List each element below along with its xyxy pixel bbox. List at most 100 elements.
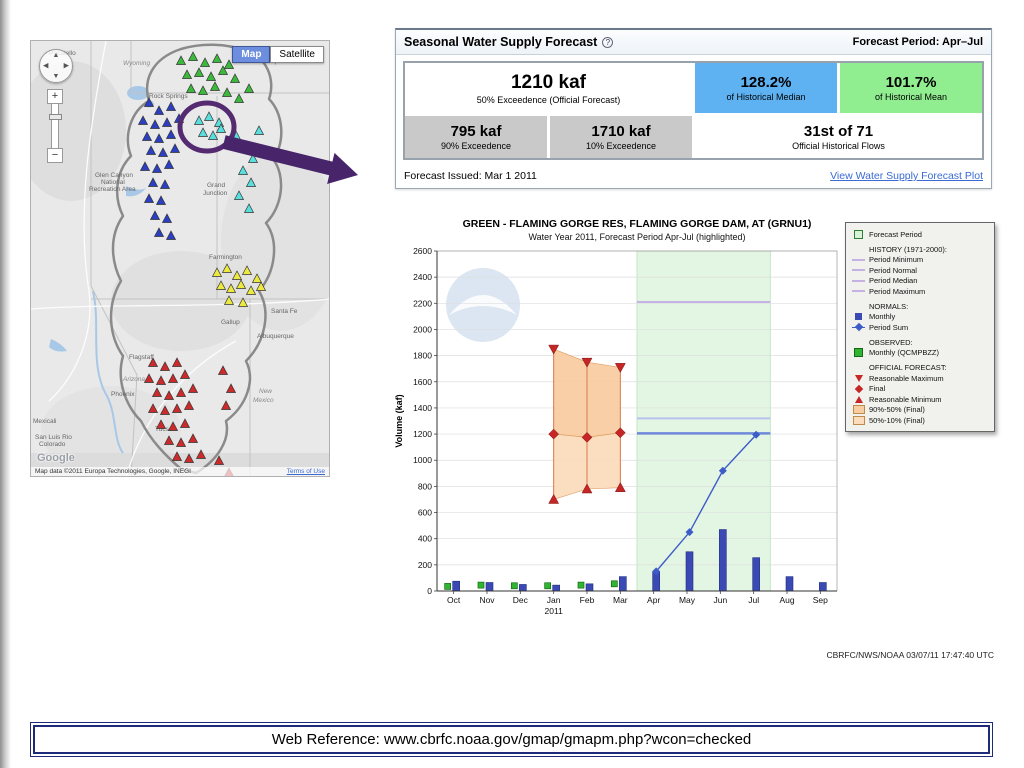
station-marker-blue[interactable] <box>169 143 181 153</box>
station-marker-blue[interactable] <box>137 115 149 125</box>
station-marker-yellow[interactable] <box>237 297 249 307</box>
map-canvas[interactable]: PocatelloWyomingCasperRock SpringsGrandJ… <box>31 41 330 477</box>
station-marker-green[interactable] <box>193 67 205 77</box>
station-marker-cyan[interactable] <box>253 125 265 135</box>
station-marker-blue[interactable] <box>155 195 167 205</box>
station-marker-blue[interactable] <box>147 177 159 187</box>
station-marker-green[interactable] <box>175 55 187 65</box>
station-marker-yellow[interactable] <box>225 283 237 293</box>
station-marker-blue[interactable] <box>157 147 169 157</box>
station-marker-red[interactable] <box>151 387 163 397</box>
station-marker-red[interactable] <box>187 383 199 393</box>
zoom-in-button[interactable]: + <box>47 89 63 104</box>
station-marker-blue[interactable] <box>163 159 175 169</box>
station-marker-green[interactable] <box>211 53 223 63</box>
station-marker-blue[interactable] <box>161 117 173 127</box>
station-marker-red[interactable] <box>175 437 187 447</box>
station-marker-green[interactable] <box>209 81 221 91</box>
station-marker-green[interactable] <box>217 65 229 75</box>
station-marker-red[interactable] <box>163 390 175 400</box>
zoom-slider-track[interactable] <box>48 103 62 149</box>
pan-up-arrow-icon[interactable]: ▲ <box>52 52 60 59</box>
station-marker-red[interactable] <box>155 375 167 385</box>
zoom-out-button[interactable]: − <box>47 148 63 163</box>
station-marker-red[interactable] <box>179 369 191 379</box>
station-marker-red[interactable] <box>213 455 225 465</box>
station-marker-red[interactable] <box>167 373 179 383</box>
station-marker-green[interactable] <box>233 93 245 103</box>
station-marker-green[interactable] <box>243 83 255 93</box>
station-marker-yellow[interactable] <box>241 265 253 275</box>
station-marker-blue[interactable] <box>143 97 155 107</box>
station-marker-green[interactable] <box>205 71 217 81</box>
station-marker-yellow[interactable] <box>215 280 227 290</box>
station-marker-blue[interactable] <box>153 105 165 115</box>
station-marker-red[interactable] <box>179 418 191 428</box>
station-marker-green[interactable] <box>185 83 197 93</box>
station-marker-blue[interactable] <box>159 179 171 189</box>
station-marker-blue[interactable] <box>149 119 161 129</box>
basin-station-map[interactable]: PocatelloWyomingCasperRock SpringsGrandJ… <box>30 40 330 477</box>
station-marker-red[interactable] <box>171 403 183 413</box>
station-marker-blue[interactable] <box>141 131 153 141</box>
station-marker-red[interactable] <box>220 400 232 410</box>
station-marker-red[interactable] <box>159 405 171 415</box>
info-icon[interactable]: ? <box>602 36 614 48</box>
station-marker-cyan[interactable] <box>243 203 255 213</box>
station-marker-red[interactable] <box>175 387 187 397</box>
station-marker-red[interactable] <box>187 433 199 443</box>
station-marker-green[interactable] <box>223 59 235 69</box>
station-marker-yellow[interactable] <box>235 279 247 289</box>
station-marker-blue[interactable] <box>165 129 177 139</box>
station-marker-red[interactable] <box>167 421 179 431</box>
station-marker-blue[interactable] <box>139 161 151 171</box>
station-marker-yellow[interactable] <box>245 285 257 295</box>
station-marker-green[interactable] <box>199 57 211 67</box>
map-pan-control[interactable]: ▲ ▼ ◀ ▶ <box>39 49 73 83</box>
map-view-button[interactable]: Map <box>232 46 271 63</box>
station-marker-red[interactable] <box>147 403 159 413</box>
station-marker-red[interactable] <box>147 357 159 367</box>
view-forecast-plot-link[interactable]: View Water Supply Forecast Plot <box>830 170 983 182</box>
station-marker-red[interactable] <box>225 383 237 393</box>
station-marker-yellow[interactable] <box>231 270 243 280</box>
station-marker-red[interactable] <box>171 357 183 367</box>
station-marker-blue[interactable] <box>143 193 155 203</box>
satellite-view-button[interactable]: Satellite <box>270 46 324 63</box>
pan-down-arrow-icon[interactable]: ▼ <box>52 73 60 80</box>
station-marker-yellow[interactable] <box>211 267 223 277</box>
station-marker-blue[interactable] <box>165 230 177 240</box>
station-marker-red[interactable] <box>155 419 167 429</box>
station-marker-blue[interactable] <box>151 163 163 173</box>
station-marker-yellow[interactable] <box>223 295 235 305</box>
station-marker-blue[interactable] <box>161 213 173 223</box>
station-marker-green[interactable] <box>187 51 199 61</box>
station-marker-cyan[interactable] <box>233 190 245 200</box>
station-marker-blue[interactable] <box>145 145 157 155</box>
station-marker-red[interactable] <box>163 435 175 445</box>
station-marker-green[interactable] <box>197 85 209 95</box>
station-marker-red[interactable] <box>171 451 183 461</box>
station-marker-red[interactable] <box>143 373 155 383</box>
zoom-slider-handle[interactable] <box>48 114 62 120</box>
station-marker-yellow[interactable] <box>255 281 267 291</box>
y-tick-label: 2200 <box>413 298 432 308</box>
terms-of-use-link[interactable]: Terms of Use <box>286 468 325 475</box>
station-marker-yellow[interactable] <box>221 263 233 273</box>
station-marker-blue[interactable] <box>153 133 165 143</box>
pan-left-arrow-icon[interactable]: ◀ <box>43 62 49 70</box>
station-marker-yellow[interactable] <box>251 273 263 283</box>
station-marker-red[interactable] <box>195 449 207 459</box>
station-marker-blue[interactable] <box>165 101 177 111</box>
station-marker-blue[interactable] <box>149 210 161 220</box>
station-marker-red[interactable] <box>183 400 195 410</box>
station-marker-green[interactable] <box>181 69 193 79</box>
station-marker-red[interactable] <box>217 365 229 375</box>
station-marker-red[interactable] <box>159 361 171 371</box>
station-marker-red[interactable] <box>183 453 195 463</box>
pan-right-arrow-icon[interactable]: ▶ <box>63 62 69 70</box>
station-marker-green[interactable] <box>221 87 233 97</box>
station-marker-green[interactable] <box>229 73 241 83</box>
station-marker-blue[interactable] <box>153 227 165 237</box>
x-tick-label: Jan <box>547 595 561 605</box>
